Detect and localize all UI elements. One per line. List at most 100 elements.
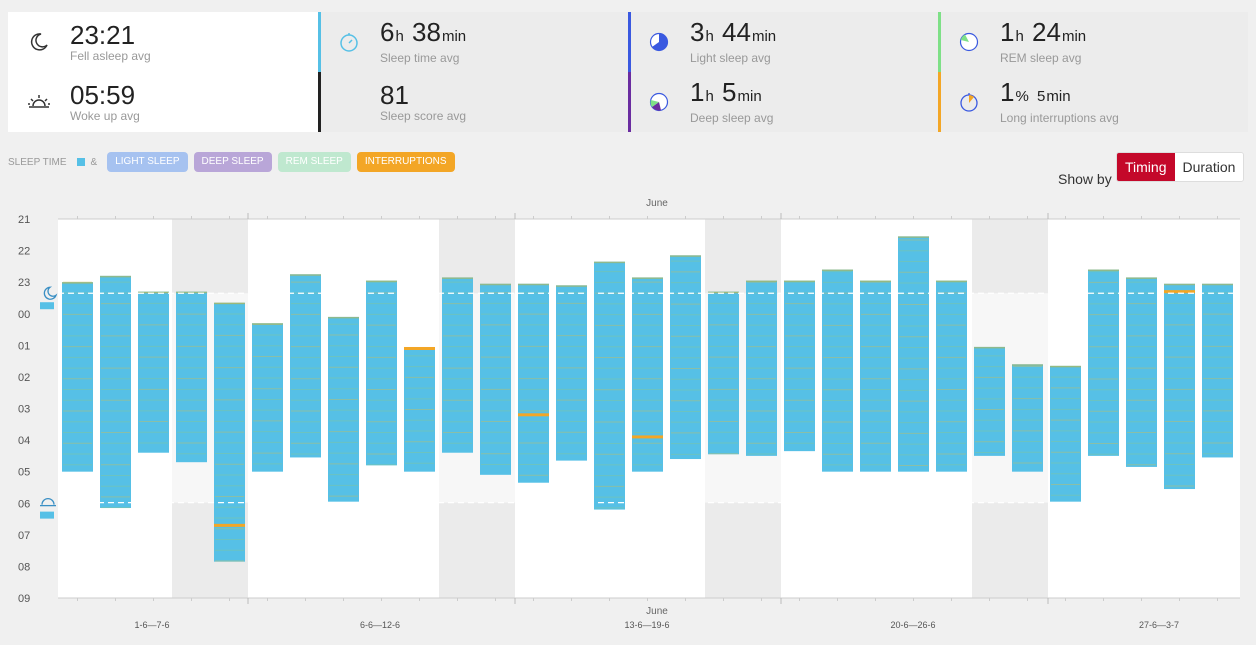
- y-tick-label: 06: [18, 498, 30, 510]
- sleep-bar: [670, 255, 701, 460]
- legend-deep-sleep-toggle[interactable]: DEEP SLEEP: [193, 152, 272, 172]
- deep-sleep-stat: 1h 5min Deep sleep avg: [628, 72, 938, 132]
- sleep-bar: [138, 291, 169, 453]
- bar-top-edge: [1126, 277, 1157, 279]
- hours-unit: h: [1015, 28, 1024, 45]
- sleep-bar: [632, 277, 663, 472]
- y-tick-label: 22: [18, 246, 30, 258]
- woke-up-stat: 05:59 Woke up avg: [8, 72, 318, 132]
- sleep-score-stat: 81 Sleep score avg: [318, 72, 628, 132]
- legend-rem-sleep-toggle[interactable]: REM SLEEP: [277, 152, 351, 172]
- rem-sleep-value: 1h 24min: [1000, 19, 1087, 50]
- y-tick-label: 08: [18, 561, 30, 573]
- stats-column-sleep: 6h 38min Sleep time avg 81 Sleep score a…: [318, 12, 628, 132]
- legend-ampersand: &: [90, 156, 98, 168]
- minutes-unit: min: [1061, 28, 1087, 45]
- bar-top-edge: [746, 280, 777, 283]
- interruption-mark: [404, 346, 435, 350]
- bar-top-edge: [860, 280, 891, 283]
- stats-column-phases: 3h 44min Light sleep avg 1h 5min Deep sl…: [628, 12, 938, 132]
- interruptions-accent: [938, 72, 941, 132]
- sleep-time-value: 6h 38min: [380, 19, 467, 50]
- sleep-bar: [708, 291, 739, 455]
- minutes-unit: min: [441, 28, 467, 45]
- sleep-score-label: Sleep score avg: [380, 108, 467, 123]
- sleep-bar: [1088, 269, 1119, 456]
- deep-sleep-value: 1h 5min: [690, 79, 773, 110]
- timing-button[interactable]: Timing: [1117, 153, 1175, 181]
- bar-top-edge: [290, 274, 321, 276]
- bar-top-edge: [328, 316, 359, 319]
- legend-light-sleep-toggle[interactable]: LIGHT SLEEP: [107, 152, 188, 172]
- bar-top-edge: [822, 269, 853, 272]
- woke-up-value: 05:59: [70, 79, 136, 110]
- light-sleep-pie-icon: [628, 32, 690, 52]
- rem-sleep-hours: 1: [1000, 17, 1015, 47]
- bar-top-edge: [1202, 283, 1233, 286]
- x-axis-label: June: [646, 606, 668, 617]
- minutes-unit: min: [737, 88, 762, 105]
- interruption-mark: [632, 435, 663, 439]
- legend-interruptions-toggle[interactable]: INTERRUPTIONS: [356, 152, 455, 172]
- light-sleep-hours: 3: [690, 17, 705, 47]
- sleep-time-accent: [318, 12, 321, 72]
- sleep-bar: [1202, 283, 1233, 458]
- bar-top-edge: [214, 302, 245, 305]
- avg-sun-icon: [41, 497, 55, 505]
- avg-badge-top: [40, 302, 54, 310]
- minutes-unit: min: [1046, 88, 1071, 105]
- y-tick-label: 01: [18, 340, 30, 352]
- deep-sleep-pie-icon: [628, 92, 690, 112]
- stats-panel: 23:21 Fell asleep avg 05:59 Woke up avg …: [8, 12, 1248, 132]
- interruption-mark: [1164, 290, 1195, 294]
- stopwatch-icon: [318, 31, 380, 53]
- sleep-bar: [936, 280, 967, 472]
- sleep-score-value: 81: [380, 79, 409, 110]
- bar-top-edge: [138, 291, 169, 294]
- stats-column-rem: 1h 24min REM sleep avg 1% 5min Long inte…: [938, 12, 1248, 132]
- sunrise-icon: [8, 92, 70, 112]
- rem-sleep-stat: 1h 24min REM sleep avg: [938, 12, 1248, 72]
- sleep-time-label: Sleep time avg: [380, 51, 460, 65]
- bar-top-edge: [1164, 283, 1195, 286]
- rem-sleep-accent: [938, 12, 941, 72]
- moon-icon: [8, 32, 70, 52]
- rem-sleep-pie-icon: [938, 32, 1000, 52]
- sleep-bar: [62, 282, 93, 472]
- y-tick-label: 02: [18, 372, 30, 384]
- y-tick-label: 21: [18, 214, 30, 226]
- interruptions-label: Long interruptions avg: [1000, 111, 1119, 125]
- sleep-bar: [1012, 364, 1043, 472]
- sleep-bar: [898, 236, 929, 472]
- bar-top-edge: [632, 277, 663, 279]
- minutes-unit: min: [751, 28, 777, 45]
- bar-top-edge: [1088, 269, 1119, 272]
- sleep-bar: [404, 348, 435, 472]
- sleep-bar: [480, 283, 511, 475]
- y-tick-label: 09: [18, 593, 30, 605]
- y-tick-label: 04: [18, 435, 30, 447]
- deep-sleep-accent: [628, 72, 631, 132]
- y-tick-label: 05: [18, 467, 30, 479]
- sleep-bar: [214, 302, 245, 562]
- y-tick-label: 07: [18, 530, 30, 542]
- bar-top-edge: [366, 280, 397, 283]
- interruption-mark: [214, 523, 245, 527]
- interruptions-stopwatch-icon: [938, 91, 1000, 113]
- sleep-bar: [442, 277, 473, 453]
- rem-sleep-minutes: 24: [1032, 17, 1061, 47]
- bar-top-edge: [480, 283, 511, 286]
- sleep-bar: [594, 261, 625, 510]
- hours-unit: h: [705, 28, 714, 45]
- avg-badge-bottom: [40, 511, 54, 519]
- hours-unit: h: [395, 28, 404, 45]
- bar-top-edge: [708, 291, 739, 294]
- week-label: 6-6—12-6: [360, 620, 400, 630]
- duration-button[interactable]: Duration: [1174, 153, 1244, 181]
- interruption-mark: [518, 413, 549, 417]
- bar-top-edge: [594, 261, 625, 264]
- y-tick-label: 03: [18, 404, 30, 416]
- deep-sleep-minutes: 5: [722, 77, 737, 107]
- light-sleep-minutes: 44: [722, 17, 751, 47]
- bar-top-edge: [1050, 365, 1081, 368]
